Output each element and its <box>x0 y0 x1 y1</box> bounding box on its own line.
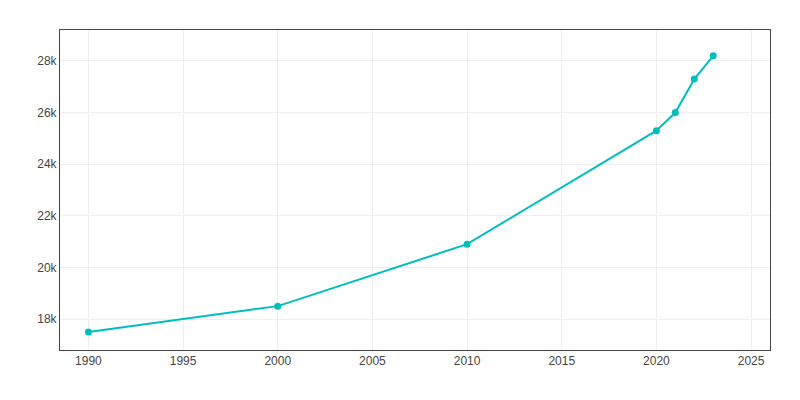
svg-text:24k: 24k <box>37 157 57 171</box>
svg-text:26k: 26k <box>37 106 57 120</box>
svg-text:2000: 2000 <box>264 354 291 368</box>
svg-text:28k: 28k <box>37 54 57 68</box>
svg-text:1995: 1995 <box>170 354 197 368</box>
svg-text:18k: 18k <box>37 312 57 326</box>
svg-text:2005: 2005 <box>359 354 386 368</box>
svg-text:2025: 2025 <box>738 354 765 368</box>
svg-text:1990: 1990 <box>75 354 102 368</box>
svg-text:2020: 2020 <box>643 354 670 368</box>
svg-text:20k: 20k <box>37 261 57 275</box>
svg-text:22k: 22k <box>37 209 57 223</box>
svg-text:2015: 2015 <box>548 354 575 368</box>
svg-text:2010: 2010 <box>454 354 481 368</box>
